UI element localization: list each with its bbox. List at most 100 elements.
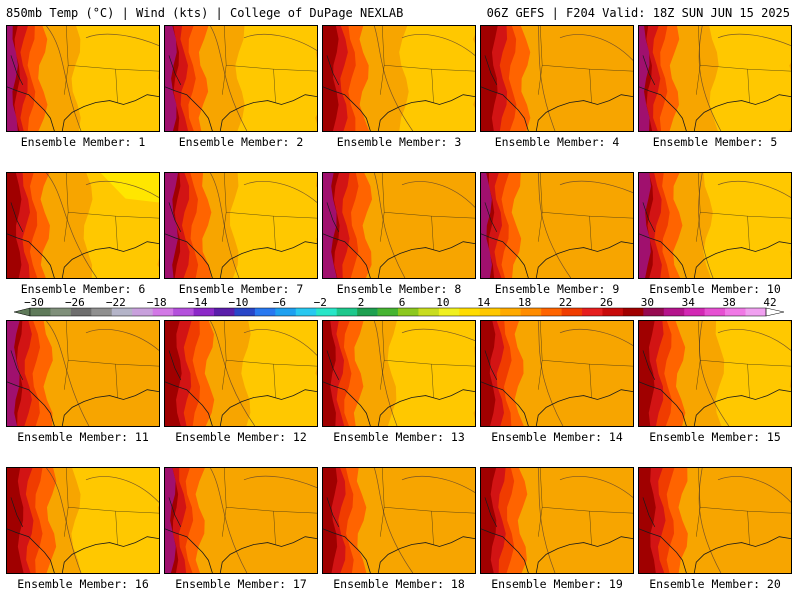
colorbar-swatch <box>111 308 133 316</box>
colorbar-swatch <box>582 308 603 316</box>
ensemble-member-label: Ensemble Member: 13 <box>333 430 465 444</box>
temperature-field-map <box>7 468 159 573</box>
ensemble-map-panel <box>638 467 792 574</box>
ensemble-member-label: Ensemble Member: 18 <box>333 577 465 591</box>
colorbar-tick-label: 26 <box>599 296 614 309</box>
colorbar-swatch <box>398 308 419 316</box>
colorbar-swatch <box>725 308 746 316</box>
temperature-colorbar <box>13 307 785 317</box>
ensemble-member-label: Ensemble Member: 16 <box>17 577 149 591</box>
ensemble-member-label: Ensemble Member: 4 <box>494 135 620 149</box>
colorbar-swatch <box>643 308 665 316</box>
ensemble-map-panel <box>638 172 792 279</box>
colorbar-tick-label: 14 <box>477 296 491 309</box>
colorbar-min-arrow <box>13 307 31 317</box>
temperature-field-map <box>639 173 791 278</box>
temperature-field-map <box>165 173 317 278</box>
colorbar-tick-label: −6 <box>272 296 286 309</box>
temperature-field-map <box>165 468 317 573</box>
temperature-field-map <box>639 26 791 131</box>
colorbar-swatch <box>214 308 235 316</box>
temperature-field-map <box>165 26 317 131</box>
colorbar-swatch <box>50 308 72 316</box>
colorbar-tick-label: −22 <box>105 296 126 309</box>
colorbar-swatch <box>30 308 51 316</box>
temperature-field-map <box>639 468 791 573</box>
ensemble-member-label: Ensemble Member: 14 <box>491 430 623 444</box>
colorbar-swatch <box>254 308 276 316</box>
ensemble-member-label: Ensemble Member: 6 <box>20 282 146 296</box>
ensemble-member-label: Ensemble Member: 17 <box>175 577 307 591</box>
colorbar-outline <box>29 307 767 317</box>
colorbar-tick-label: −18 <box>146 296 167 309</box>
colorbar-swatch <box>663 308 685 316</box>
colorbar-tick-label: 10 <box>436 296 450 309</box>
ensemble-member-label: Ensemble Member: 2 <box>178 135 304 149</box>
colorbar-swatch <box>357 308 378 316</box>
temperature-field-map <box>7 173 159 278</box>
temperature-field-map <box>481 321 633 426</box>
colorbar-swatch <box>479 308 501 316</box>
colorbar-swatch <box>316 308 337 316</box>
ensemble-member-label: Ensemble Member: 19 <box>491 577 623 591</box>
ensemble-map-panel <box>480 172 634 279</box>
colorbar-swatch <box>704 308 726 316</box>
colorbar-tick-label: 6 <box>398 296 406 309</box>
temperature-field-map <box>323 26 475 131</box>
ensemble-member-label: Ensemble Member: 7 <box>178 282 304 296</box>
colorbar-swatch <box>500 308 521 316</box>
colorbar-tick-label: 38 <box>722 296 736 309</box>
ensemble-member-label: Ensemble Member: 9 <box>494 282 620 296</box>
colorbar-tick-label: 18 <box>518 296 532 309</box>
ensemble-map-panel <box>480 25 634 132</box>
ensemble-map-panel <box>638 25 792 132</box>
ensemble-map-panel <box>322 467 476 574</box>
ensemble-map-panel <box>164 25 318 132</box>
colorbar-swatch <box>602 308 624 316</box>
ensemble-member-label: Ensemble Member: 15 <box>649 430 781 444</box>
colorbar-tick-label: 34 <box>681 296 695 309</box>
model-run-valid-time: 06Z GEFS | F204 Valid: 18Z SUN JUN 15 20… <box>486 6 790 20</box>
ensemble-map-panel <box>164 467 318 574</box>
ensemble-map-panel <box>6 25 160 132</box>
colorbar-tick-label: 42 <box>763 296 777 309</box>
ensemble-map-panel <box>164 172 318 279</box>
temperature-field-map <box>323 468 475 573</box>
colorbar-swatch <box>91 308 113 316</box>
temperature-field-map <box>165 321 317 426</box>
colorbar-tick-label: 22 <box>558 296 573 309</box>
colorbar-tick-label: −10 <box>228 296 249 309</box>
temperature-field-map <box>323 173 475 278</box>
temperature-field-map <box>7 321 159 426</box>
colorbar-swatch <box>377 308 399 316</box>
colorbar-tick-label: 2 <box>357 296 365 309</box>
colorbar-swatch <box>70 308 92 316</box>
colorbar-swatch <box>234 308 256 316</box>
colorbar-swatch <box>438 308 460 316</box>
colorbar-tick-label: −30 <box>24 296 44 309</box>
colorbar-swatch <box>541 308 562 316</box>
ensemble-map-panel <box>322 25 476 132</box>
ensemble-map-panel <box>164 320 318 427</box>
colorbar-swatch <box>418 308 440 316</box>
colorbar-swatch <box>336 308 358 316</box>
colorbar-swatch <box>622 308 644 316</box>
colorbar-swatch <box>132 308 153 316</box>
temperature-field-map <box>639 321 791 426</box>
ensemble-member-label: Ensemble Member: 20 <box>649 577 781 591</box>
colorbar-swatch <box>520 308 542 316</box>
colorbar-swatch <box>193 308 215 316</box>
temperature-field-map <box>323 321 475 426</box>
ensemble-member-label: Ensemble Member: 8 <box>336 282 462 296</box>
ensemble-map-panel <box>480 467 634 574</box>
colorbar-max-arrow <box>765 307 785 317</box>
temperature-field-map <box>481 173 633 278</box>
colorbar-swatch <box>459 308 481 316</box>
temperature-field-map <box>481 468 633 573</box>
colorbar-tick-label: −14 <box>187 296 208 309</box>
ensemble-member-label: Ensemble Member: 11 <box>17 430 149 444</box>
colorbar-swatch <box>561 308 583 316</box>
colorbar-tick-label: −26 <box>64 296 85 309</box>
colorbar-tick-label: 30 <box>640 296 654 309</box>
colorbar-swatch <box>684 308 705 316</box>
